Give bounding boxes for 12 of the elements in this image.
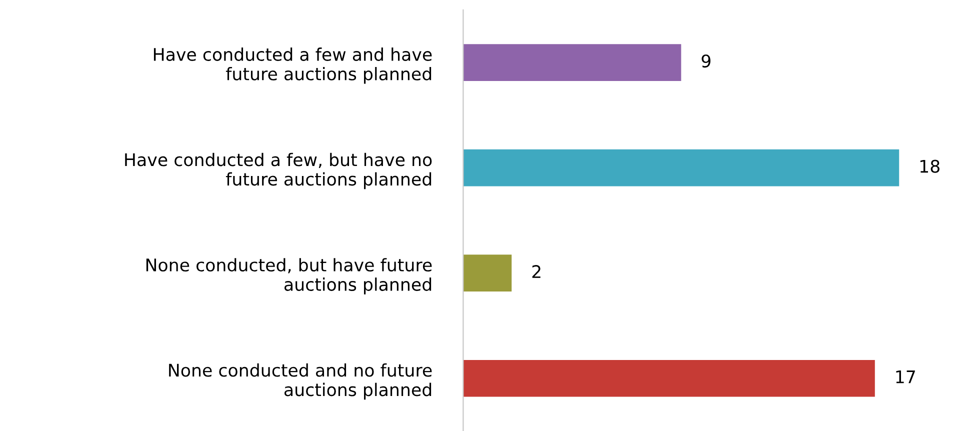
data-label: 17 — [896, 370, 915, 384]
y-tick-label: Have conducted a few, but have no future auctions planned — [125, 152, 432, 190]
bar — [463, 360, 875, 397]
bar — [463, 44, 682, 81]
data-label: 9 — [702, 54, 710, 68]
bar — [463, 149, 900, 186]
data-label: 18 — [920, 160, 940, 173]
bar — [463, 254, 512, 292]
y-tick-label: Have conducted a few and have future auctions planned — [154, 48, 432, 84]
y-tick-label: None conducted and no future auctions planned — [169, 363, 432, 400]
data-label: 2 — [532, 265, 540, 278]
y-tick-label: None conducted, but have future auctions planned — [146, 258, 432, 294]
